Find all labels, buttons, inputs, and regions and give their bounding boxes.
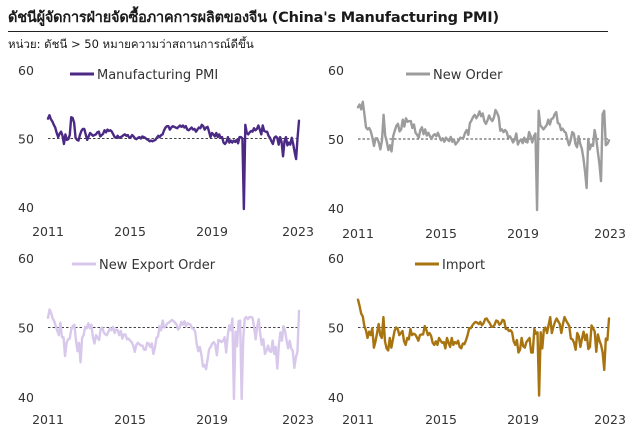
y-tick-label: 60 bbox=[18, 251, 34, 266]
x-tick-label: 2011 bbox=[32, 412, 64, 427]
y-tick-label: 50 bbox=[18, 132, 34, 147]
x-tick-label: 2019 bbox=[507, 412, 539, 427]
y-tick-label: 60 bbox=[328, 251, 344, 266]
legend-label: Manufacturing PMI bbox=[97, 68, 218, 83]
y-tick-label: 40 bbox=[18, 390, 34, 405]
y-tick-label: 50 bbox=[328, 132, 344, 147]
series-line bbox=[356, 298, 611, 397]
x-tick-label: 2011 bbox=[342, 226, 374, 241]
series-line bbox=[356, 100, 611, 212]
chart-panel: 40 50 60 Import 2011 2015 2019 2023 bbox=[328, 251, 626, 427]
x-tick-label: 2019 bbox=[507, 226, 539, 241]
y-tick-label: 40 bbox=[328, 390, 344, 405]
y-tick-label: 60 bbox=[18, 63, 34, 78]
y-tick-label: 40 bbox=[18, 200, 34, 215]
x-tick-label: 2023 bbox=[594, 412, 626, 427]
series-line bbox=[46, 114, 301, 211]
x-tick-label: 2023 bbox=[594, 226, 626, 241]
x-tick-label: 2015 bbox=[425, 226, 457, 241]
legend-label: New Order bbox=[433, 68, 503, 83]
x-tick-label: 2011 bbox=[32, 224, 64, 239]
x-tick-label: 2015 bbox=[425, 412, 457, 427]
y-tick-label: 60 bbox=[328, 63, 344, 78]
x-tick-label: 2019 bbox=[196, 412, 228, 427]
unit-note: หน่วย: ดัชนี > 50 หมายความว่าสถานการณ์ดี… bbox=[8, 37, 254, 51]
x-tick-label: 2019 bbox=[196, 224, 228, 239]
y-tick-label: 40 bbox=[328, 201, 344, 216]
chart-panel: 40 50 60 New Order 2011 2015 2019 2023 bbox=[328, 63, 626, 241]
legend-label: Import bbox=[442, 258, 485, 273]
x-tick-label: 2015 bbox=[114, 412, 146, 427]
series-line bbox=[46, 308, 301, 401]
x-tick-label: 2023 bbox=[282, 224, 314, 239]
y-tick-label: 50 bbox=[18, 321, 34, 336]
legend-label: New Export Order bbox=[99, 258, 216, 273]
y-tick-label: 50 bbox=[328, 321, 344, 336]
x-tick-label: 2011 bbox=[342, 412, 374, 427]
x-tick-label: 2015 bbox=[114, 224, 146, 239]
x-tick-label: 2023 bbox=[282, 412, 314, 427]
title-divider bbox=[8, 31, 608, 32]
chart-panel: 40 50 60 Manufacturing PMI 2011 2015 2019 2023 bbox=[18, 63, 314, 239]
chart-panel: 40 50 60 New Export Order 2011 2015 2019 2023 bbox=[18, 251, 314, 427]
page-title: ดัชนีผู้จัดการฝ่ายจัดซื้อภาคการผลิตของจี… bbox=[8, 10, 499, 26]
